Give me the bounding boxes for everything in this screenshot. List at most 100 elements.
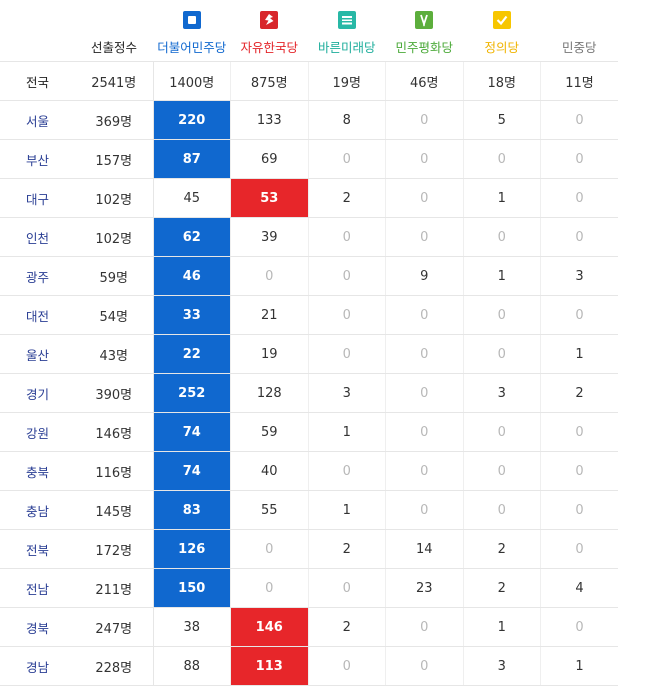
seat-count-jeongui: 1 xyxy=(462,607,541,647)
seat-count-jeongui: 5 xyxy=(462,100,541,140)
region-name[interactable]: 전남 xyxy=(0,568,75,608)
seat-count-minjung: 0 xyxy=(540,529,618,569)
seat-count-minjung: 2 xyxy=(540,373,618,413)
seat-count-jeongui: 0 xyxy=(462,451,541,491)
seat-count-jayu: 0 xyxy=(230,529,308,569)
seat-count-minjoo: 46 xyxy=(152,256,231,296)
seat-count-jeongui: 1 xyxy=(462,178,541,218)
header-party-jayu[interactable]: 자유한국당 xyxy=(231,0,309,62)
region-name[interactable]: 강원 xyxy=(0,412,75,452)
seat-count-minpyeong: 9 xyxy=(385,256,463,296)
region-name[interactable]: 경북 xyxy=(0,607,75,647)
header-party-minpyeong[interactable]: 민주평화당 xyxy=(386,0,464,62)
seat-count-minjung: 0 xyxy=(540,451,618,491)
seat-count-minjung: 0 xyxy=(540,100,618,140)
table-row: 대전 54명 33 21 0 0 0 0 xyxy=(0,295,618,335)
seat-count-jeongui: 0 xyxy=(462,412,541,452)
seat-count-jayu: 0 xyxy=(230,256,308,296)
seat-count-bareun: 2 xyxy=(307,178,386,218)
seat-count-minpyeong: 0 xyxy=(385,217,463,257)
seat-count-minpyeong: 14 xyxy=(385,529,463,569)
minjoo-logo-icon xyxy=(182,11,201,29)
header-total: 선출정수 xyxy=(75,0,153,62)
table-row: 경남 228명 88 113 0 0 3 1 xyxy=(0,646,618,686)
region-name[interactable]: 광주 xyxy=(0,256,75,296)
seat-count-minjoo: 88 xyxy=(152,646,231,686)
region-name[interactable]: 서울 xyxy=(0,100,75,140)
seat-count-jeongui: 2 xyxy=(462,568,541,608)
seat-count-minjoo: 220 xyxy=(152,100,231,140)
header-party-jeongui[interactable]: 정의당 xyxy=(463,0,541,62)
header-region xyxy=(0,0,75,62)
party-label-minjoo: 더불어민주당 xyxy=(157,40,227,55)
table-row: 충북 116명 74 40 0 0 0 0 xyxy=(0,451,618,491)
seat-count-jayu: 113 xyxy=(230,646,308,686)
table-row: 서울 369명 220 133 8 0 5 0 xyxy=(0,100,618,140)
header-party-minjung[interactable]: 민중당 xyxy=(541,0,619,62)
region-name[interactable]: 대구 xyxy=(0,178,75,218)
header-row: 선출정수 더불어민주당 자유한국당 바른미래당 xyxy=(0,0,618,62)
table-row: 광주 59명 46 0 0 9 1 3 xyxy=(0,256,618,296)
seat-count-bareun: 0 xyxy=(307,295,386,335)
jayu-logo-icon xyxy=(260,11,279,29)
seat-count-minpyeong: 0 xyxy=(385,607,463,647)
seat-count-minjoo: 74 xyxy=(152,412,231,452)
region-name[interactable]: 울산 xyxy=(0,334,75,374)
seat-count-jeongui: 0 xyxy=(462,217,541,257)
seat-count-bareun: 1 xyxy=(307,412,386,452)
total-seats: 211명 xyxy=(75,568,154,608)
seat-count-jayu: 55 xyxy=(230,490,308,530)
seat-count-minjoo: 45 xyxy=(152,178,231,218)
seat-count-minpyeong: 46명 xyxy=(385,61,463,101)
seat-count-jayu: 21 xyxy=(230,295,308,335)
header-party-bareun[interactable]: 바른미래당 xyxy=(308,0,386,62)
total-seats: 369명 xyxy=(75,100,154,140)
seat-count-minjung: 1 xyxy=(540,646,618,686)
seat-count-minpyeong: 0 xyxy=(385,334,463,374)
seat-count-jayu: 39 xyxy=(230,217,308,257)
table-row: 경기 390명 252 128 3 0 3 2 xyxy=(0,373,618,413)
table-row: 대구 102명 45 53 2 0 1 0 xyxy=(0,178,618,218)
total-seats: 54명 xyxy=(75,295,154,335)
seat-count-minjung: 11명 xyxy=(540,61,618,101)
bareun-logo-icon xyxy=(337,11,356,29)
seat-count-jeongui: 0 xyxy=(462,334,541,374)
seat-count-jayu: 59 xyxy=(230,412,308,452)
region-name[interactable]: 충북 xyxy=(0,451,75,491)
table-row: 울산 43명 22 19 0 0 0 1 xyxy=(0,334,618,374)
total-seats: 247명 xyxy=(75,607,154,647)
seat-count-bareun: 8 xyxy=(307,100,386,140)
election-results-table: 선출정수 더불어민주당 자유한국당 바른미래당 xyxy=(0,0,618,686)
seat-count-minjoo: 150 xyxy=(152,568,231,608)
seat-count-minpyeong: 0 xyxy=(385,412,463,452)
total-seats: 146명 xyxy=(75,412,154,452)
region-name[interactable]: 전북 xyxy=(0,529,75,569)
region-name[interactable]: 대전 xyxy=(0,295,75,335)
header-party-minjoo[interactable]: 더불어민주당 xyxy=(153,0,231,62)
party-label-jeongui: 정의당 xyxy=(484,40,519,55)
seat-count-jeongui: 2 xyxy=(462,529,541,569)
seat-count-jayu: 53 xyxy=(230,178,308,218)
seat-count-minpyeong: 23 xyxy=(385,568,463,608)
region-name[interactable]: 인천 xyxy=(0,217,75,257)
seat-count-minpyeong: 0 xyxy=(385,295,463,335)
seat-count-minjoo: 1400명 xyxy=(152,61,231,101)
seat-count-jayu: 146 xyxy=(230,607,308,647)
total-seats: 228명 xyxy=(75,646,154,686)
seat-count-bareun: 0 xyxy=(307,217,386,257)
table-row: 강원 146명 74 59 1 0 0 0 xyxy=(0,412,618,452)
region-name[interactable]: 충남 xyxy=(0,490,75,530)
seat-count-jayu: 875명 xyxy=(230,61,308,101)
seat-count-jayu: 19 xyxy=(230,334,308,374)
total-seats: 43명 xyxy=(75,334,154,374)
region-name[interactable]: 경남 xyxy=(0,646,75,686)
seat-count-minjoo: 74 xyxy=(152,451,231,491)
seat-count-minjoo: 38 xyxy=(152,607,231,647)
seat-count-minjung: 0 xyxy=(540,295,618,335)
total-seats: 102명 xyxy=(75,217,154,257)
region-name[interactable]: 경기 xyxy=(0,373,75,413)
region-name[interactable]: 부산 xyxy=(0,139,75,179)
seat-count-minjoo: 33 xyxy=(152,295,231,335)
seat-count-bareun: 3 xyxy=(307,373,386,413)
table-row: 전남 211명 150 0 0 23 2 4 xyxy=(0,568,618,608)
